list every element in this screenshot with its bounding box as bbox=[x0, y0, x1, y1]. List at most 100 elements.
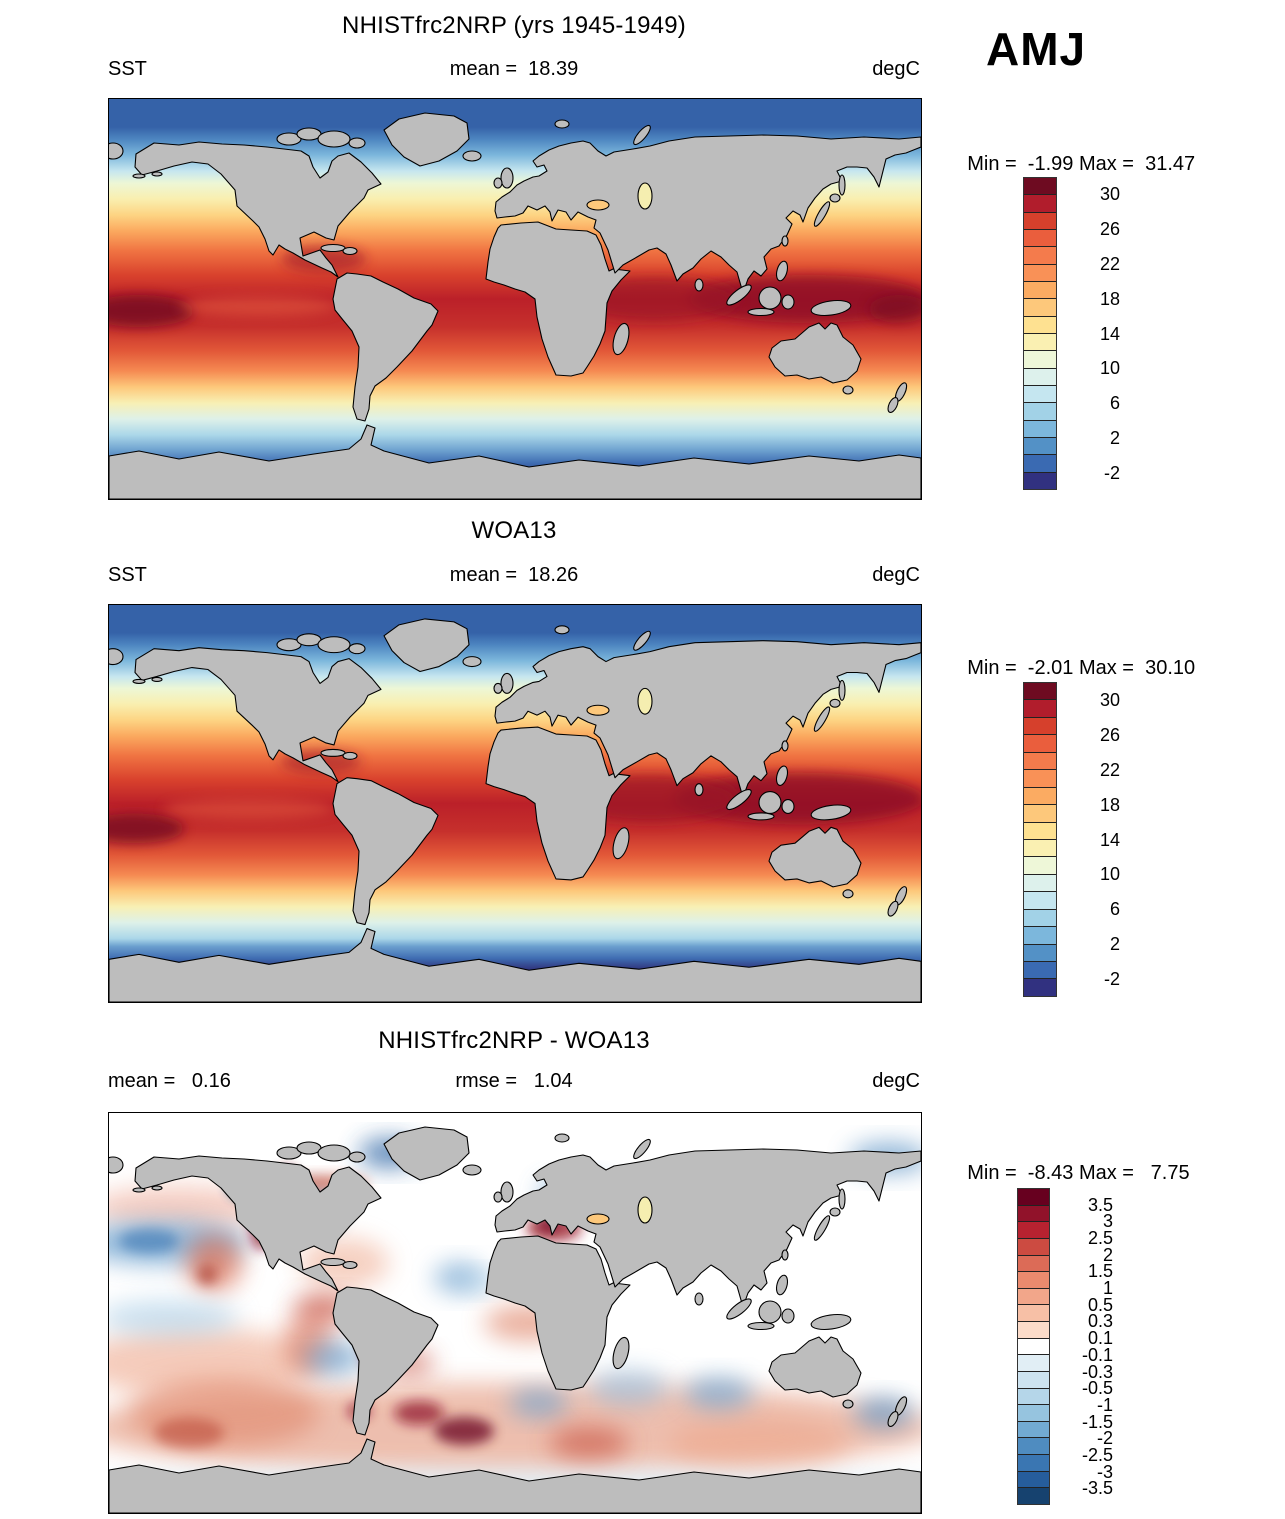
map-woa13-sst bbox=[108, 604, 922, 1003]
colorbar-tick-label: 3.5 bbox=[1087, 1194, 1113, 1215]
panel2-field-label: SST bbox=[108, 564, 147, 586]
colorbar-segment bbox=[1018, 1370, 1049, 1388]
colorbar-segment bbox=[1018, 1387, 1049, 1405]
colorbar-tick-label: 0.5 bbox=[1087, 1294, 1113, 1315]
colorbar-segment bbox=[1018, 1254, 1049, 1272]
colorbar-tick-label: 6 bbox=[1109, 899, 1120, 920]
colorbar-segment bbox=[1018, 1420, 1049, 1438]
panel1-field-label: SST bbox=[108, 58, 147, 80]
colorbar-segment bbox=[1024, 194, 1056, 212]
colorbar-tick-label: 1.5 bbox=[1087, 1261, 1113, 1282]
colorbar-segment bbox=[1024, 873, 1056, 892]
colorbar-segment bbox=[1024, 315, 1056, 333]
colorbar-difference: 3.5 3 2.5 2 1.5 1 0.5 0.3 0.1 -0.1 -0.3 -0.5 -1 -1.5-… bbox=[1017, 1188, 1113, 1505]
colorbar-tick-label: 30 bbox=[1099, 689, 1120, 710]
map-difference bbox=[108, 1112, 922, 1514]
colorbar-segment bbox=[1024, 263, 1056, 281]
colorbar-segment bbox=[1024, 978, 1056, 996]
colorbar-segment bbox=[1018, 1454, 1049, 1471]
colorbar-difference-ticks: 3.5 3 2.5 2 1.5 1 0.5 0.3 0.1 -0.1 -0.3 -0.5 -1 -1.5-… bbox=[1067, 1188, 1113, 1505]
colorbar-segment bbox=[1024, 178, 1056, 195]
colorbar-segment bbox=[1024, 350, 1056, 368]
colorbar-segment bbox=[1018, 1221, 1049, 1238]
colorbar-tick-label: -2.5 bbox=[1081, 1444, 1113, 1465]
colorbar-segment bbox=[1024, 926, 1056, 944]
colorbar-segment bbox=[1024, 961, 1056, 979]
colorbar-segment bbox=[1024, 804, 1056, 822]
colorbar-difference-cells bbox=[1017, 1188, 1050, 1505]
colorbar-tick-label: 14 bbox=[1099, 323, 1120, 344]
panel3-min: Min = -8.43 bbox=[967, 1162, 1074, 1184]
colorbar-tick-label: 0.1 bbox=[1087, 1328, 1113, 1349]
colorbar-segment bbox=[1024, 332, 1056, 351]
colorbar-model-cells bbox=[1023, 177, 1057, 490]
colorbar-segment bbox=[1024, 699, 1056, 717]
colorbar-model-ticks: 30 26 22 18 14 10 6 2 -2 bbox=[1074, 177, 1120, 490]
colorbar-segment bbox=[1024, 769, 1056, 787]
colorbar-tick-label: 18 bbox=[1099, 794, 1120, 815]
colorbar-tick-label: -0.1 bbox=[1081, 1344, 1113, 1365]
colorbar-segment bbox=[1018, 1189, 1049, 1205]
colorbar-tick-label: 22 bbox=[1099, 253, 1120, 274]
colorbar-segment bbox=[1024, 246, 1056, 264]
map-model-svg bbox=[109, 99, 921, 499]
colorbar-tick-label: 3 bbox=[1102, 1211, 1113, 1232]
colorbar-segment bbox=[1024, 402, 1056, 420]
colorbar-tick-label: 6 bbox=[1109, 393, 1120, 414]
colorbar-tick-label: 10 bbox=[1099, 864, 1120, 885]
colorbar-segment bbox=[1018, 1204, 1049, 1222]
colorbar-segment bbox=[1024, 856, 1056, 874]
colorbar-tick-label: 2.5 bbox=[1087, 1228, 1113, 1249]
map-model-sst bbox=[108, 98, 922, 500]
panel2-units-label: degC bbox=[872, 564, 920, 586]
colorbar-tick-label: 22 bbox=[1099, 759, 1120, 780]
panel1-subtitle-row: SST mean = 18.39 degC bbox=[108, 58, 920, 82]
colorbar-segment bbox=[1024, 280, 1056, 299]
map-woa13-svg bbox=[109, 605, 921, 1002]
colorbar-segment bbox=[1018, 1470, 1049, 1488]
colorbar-tick-label: -1.5 bbox=[1081, 1411, 1113, 1432]
colorbar-segment bbox=[1024, 298, 1056, 316]
colorbar-tick-label: -0.5 bbox=[1081, 1378, 1113, 1399]
panel3-mean-label: mean = 0.16 bbox=[108, 1070, 231, 1092]
panel1-minmax: Min = -1.99 Max = 31.47 bbox=[945, 130, 1195, 199]
panel1-mean-label: mean = 18.39 bbox=[449, 58, 579, 80]
colorbar-segment bbox=[1024, 786, 1056, 805]
colorbar-tick-label: 10 bbox=[1099, 358, 1120, 379]
colorbar-segment bbox=[1024, 419, 1056, 437]
colorbar-segment bbox=[1024, 751, 1056, 770]
panel3-units-label: degC bbox=[872, 1070, 920, 1092]
colorbar-segment bbox=[1018, 1437, 1049, 1454]
colorbar-segment bbox=[1018, 1237, 1049, 1255]
colorbar-segment bbox=[1024, 716, 1056, 735]
colorbar-segment bbox=[1024, 838, 1056, 857]
panel3-title: NHISTfrc2NRP - WOA13 bbox=[378, 1027, 650, 1054]
colorbar-tick-label: 0.3 bbox=[1087, 1311, 1113, 1332]
colorbar-tick-label: 1 bbox=[1102, 1278, 1113, 1299]
colorbar-segment bbox=[1024, 821, 1056, 839]
colorbar-tick-label: 2 bbox=[1109, 427, 1120, 448]
panel1-max: Max = 31.47 bbox=[1078, 153, 1196, 175]
panel1-min: Min = -1.99 bbox=[967, 153, 1074, 175]
map-difference-svg bbox=[109, 1113, 921, 1513]
colorbar-segment bbox=[1024, 384, 1056, 403]
panel3-rmse-label: rmse = 1.04 bbox=[455, 1070, 573, 1092]
colorbar-segment bbox=[1024, 908, 1056, 927]
colorbar-segment bbox=[1018, 1287, 1049, 1305]
colorbar-tick-label: -2 bbox=[1103, 462, 1120, 483]
colorbar-tick-label: 26 bbox=[1099, 219, 1120, 240]
colorbar-woa13: 30 26 22 18 14 10 6 2 -2 bbox=[1023, 682, 1120, 997]
colorbar-segment bbox=[1018, 1321, 1049, 1338]
colorbar-model: 30 26 22 18 14 10 6 2 -2 bbox=[1023, 177, 1120, 490]
panel2-subtitle-row: SST mean = 18.26 degC bbox=[108, 564, 920, 588]
colorbar-tick-label: -3 bbox=[1096, 1461, 1113, 1482]
panel2-title: WOA13 bbox=[471, 517, 557, 544]
panel2-max: Max = 30.10 bbox=[1078, 657, 1196, 679]
colorbar-segment bbox=[1018, 1354, 1049, 1371]
colorbar-segment bbox=[1024, 943, 1056, 961]
colorbar-tick-label: 18 bbox=[1099, 288, 1120, 309]
colorbar-tick-label: -2 bbox=[1103, 969, 1120, 990]
colorbar-segment bbox=[1024, 891, 1056, 909]
colorbar-tick-label: -2 bbox=[1096, 1428, 1113, 1449]
